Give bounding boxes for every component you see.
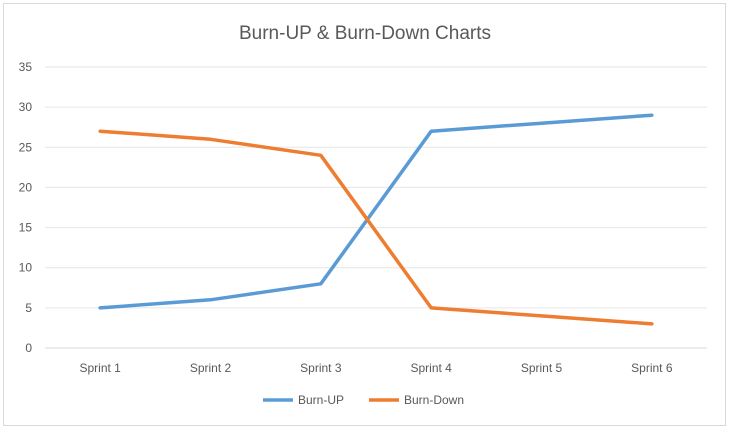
legend-label: Burn-Down — [404, 393, 464, 407]
x-tick-label: Sprint 4 — [410, 361, 452, 375]
y-tick-label: 10 — [19, 261, 33, 275]
y-tick-label: 35 — [19, 60, 33, 74]
y-tick-label: 20 — [19, 180, 33, 194]
y-tick-label: 15 — [19, 221, 33, 235]
gridlines — [45, 66, 707, 349]
legend-label: Burn-UP — [298, 393, 344, 407]
x-tick-label: Sprint 3 — [300, 361, 342, 375]
y-tick-label: 5 — [25, 301, 32, 315]
x-axis-ticks: Sprint 1 Sprint 2 Sprint 3 Sprint 4 Sprint 5… — [79, 361, 672, 375]
x-tick-label: Sprint 6 — [631, 361, 673, 375]
y-axis-ticks: 0 5 10 15 20 25 30 35 — [19, 60, 33, 355]
legend: Burn-UP Burn-Down — [263, 393, 464, 407]
y-tick-label: 30 — [19, 100, 33, 114]
series-line-burn-up — [98, 113, 654, 310]
series-lines — [98, 113, 654, 326]
x-tick-label: Sprint 1 — [79, 361, 121, 375]
chart-title: Burn-UP & Burn-Down Charts — [239, 23, 491, 44]
series-line-burn-down — [98, 129, 654, 326]
y-tick-label: 0 — [25, 341, 32, 355]
y-tick-label: 25 — [19, 140, 33, 154]
x-tick-label: Sprint 5 — [521, 361, 563, 375]
x-tick-label: Sprint 2 — [190, 361, 232, 375]
